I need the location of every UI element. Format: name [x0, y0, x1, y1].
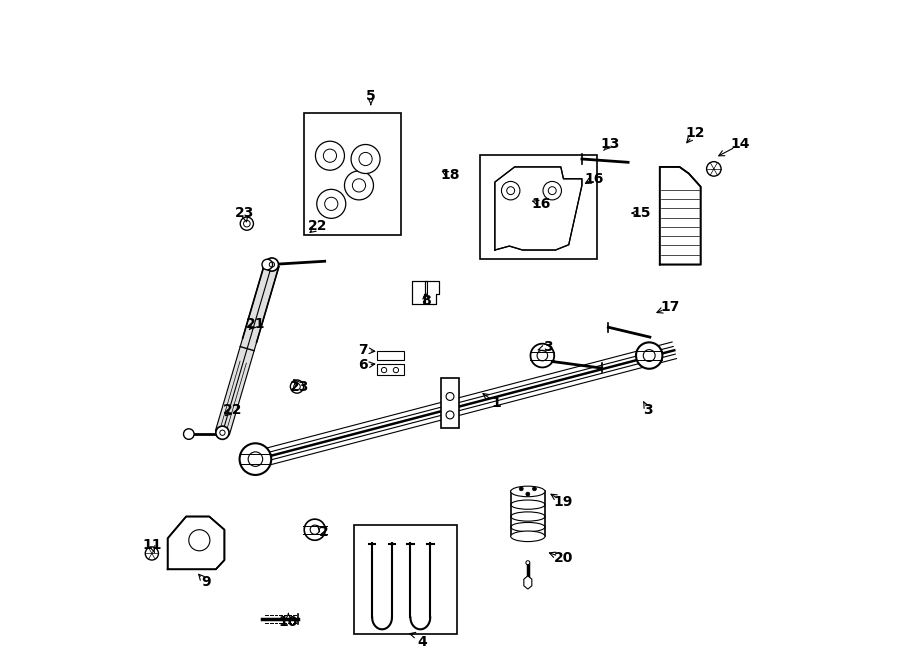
Text: 9: 9	[201, 576, 211, 590]
Text: 10: 10	[279, 615, 298, 629]
Bar	[510, 491, 545, 536]
Circle shape	[533, 487, 536, 490]
Bar	[377, 351, 404, 360]
Text: 2: 2	[319, 525, 328, 539]
Circle shape	[317, 189, 346, 218]
Text: 22: 22	[309, 219, 328, 233]
Circle shape	[315, 141, 345, 171]
Circle shape	[706, 162, 721, 176]
Polygon shape	[660, 167, 701, 264]
Polygon shape	[495, 167, 582, 250]
Circle shape	[291, 380, 303, 393]
Text: 6: 6	[358, 358, 368, 372]
Bar	[355, 525, 456, 634]
Text: 1: 1	[491, 396, 501, 410]
Text: 16: 16	[531, 197, 551, 211]
Text: 3: 3	[543, 340, 553, 354]
Bar	[480, 155, 597, 259]
Text: 5: 5	[366, 89, 375, 103]
Circle shape	[240, 217, 254, 230]
Bar	[377, 364, 404, 375]
Circle shape	[345, 171, 373, 200]
Bar	[303, 113, 401, 235]
Text: 3: 3	[644, 403, 652, 416]
Text: 21: 21	[246, 317, 266, 331]
Text: 8: 8	[420, 294, 430, 308]
Circle shape	[519, 487, 523, 490]
Circle shape	[239, 444, 271, 475]
Circle shape	[262, 259, 273, 270]
Circle shape	[184, 429, 194, 440]
Circle shape	[266, 258, 278, 271]
Text: 22: 22	[222, 403, 242, 416]
Text: 11: 11	[142, 538, 162, 552]
Circle shape	[530, 344, 554, 368]
Text: 13: 13	[600, 137, 619, 151]
Text: 14: 14	[731, 137, 750, 151]
Ellipse shape	[510, 531, 545, 541]
Circle shape	[526, 492, 530, 496]
Circle shape	[351, 145, 380, 174]
Text: 18: 18	[440, 169, 460, 182]
Text: 4: 4	[418, 635, 428, 649]
Text: 16: 16	[584, 172, 604, 186]
Text: 19: 19	[554, 495, 573, 509]
Circle shape	[216, 426, 229, 440]
Text: 15: 15	[632, 206, 651, 220]
Text: 12: 12	[686, 126, 705, 139]
Text: 7: 7	[358, 343, 368, 358]
Polygon shape	[167, 516, 224, 569]
Text: 20: 20	[554, 551, 573, 565]
Ellipse shape	[510, 486, 545, 496]
Ellipse shape	[526, 561, 530, 564]
Polygon shape	[412, 281, 427, 304]
Text: 17: 17	[660, 300, 680, 315]
Circle shape	[304, 519, 325, 540]
Polygon shape	[425, 281, 439, 304]
Text: 23: 23	[235, 206, 254, 220]
Text: 23: 23	[290, 379, 310, 393]
Circle shape	[145, 547, 158, 560]
Polygon shape	[215, 262, 279, 435]
Bar	[441, 378, 459, 428]
Polygon shape	[524, 576, 532, 589]
Circle shape	[636, 342, 662, 369]
